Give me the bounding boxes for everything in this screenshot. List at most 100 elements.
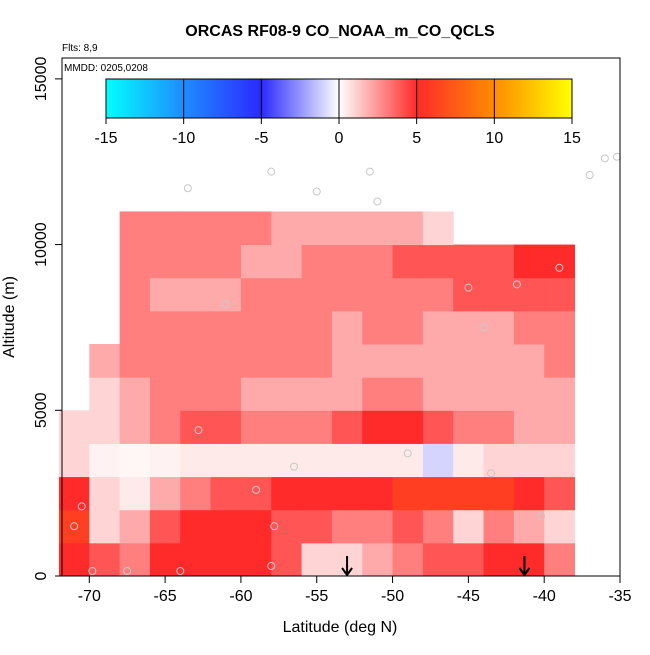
- flight-point: [555, 263, 564, 272]
- heat-cell: [422, 310, 454, 345]
- flight-point: [252, 485, 261, 494]
- heat-cell: [331, 211, 363, 246]
- arrow-head: [518, 567, 531, 577]
- heat-cell: [453, 277, 485, 312]
- heat-cell: [89, 476, 121, 511]
- heat-cell: [453, 476, 485, 511]
- heat-cell: [513, 277, 545, 312]
- x-tick-label: -55: [305, 588, 328, 605]
- plot-frame: [61, 57, 621, 577]
- heat-cell: [210, 542, 242, 577]
- x-tick-label: -70: [78, 588, 101, 605]
- flight-point: [88, 567, 97, 576]
- heat-cell: [392, 443, 424, 478]
- flight-point: [600, 154, 609, 163]
- heat-cell: [210, 244, 242, 279]
- heat-cell: [544, 277, 576, 312]
- heat-cell: [544, 344, 576, 378]
- x-tick-label: -65: [154, 588, 177, 605]
- heat-cell: [513, 377, 545, 411]
- flight-point: [365, 167, 374, 176]
- y-tick-label: 0: [33, 571, 50, 580]
- heat-cell: [119, 542, 151, 577]
- heat-cell: [180, 542, 212, 577]
- heat-cell: [180, 277, 212, 312]
- colorbar-tick-label: -5: [254, 130, 268, 147]
- heat-cell: [119, 443, 151, 478]
- heat-cell: [119, 377, 151, 411]
- heat-cell: [240, 377, 272, 411]
- heat-cell: [422, 476, 454, 511]
- heat-cell: [210, 410, 242, 444]
- colorbar-tick-label: -10: [172, 130, 195, 147]
- heat-cell: [422, 277, 454, 312]
- heat-cell: [240, 443, 272, 478]
- x-tick-label: -35: [608, 588, 631, 605]
- heat-cell: [119, 244, 151, 279]
- colorbar-tick-label: -15: [94, 130, 117, 147]
- heat-cell: [240, 410, 272, 444]
- heat-cell: [149, 377, 181, 411]
- heat-cell: [483, 509, 515, 544]
- colorbar-tick-label: 5: [412, 130, 421, 147]
- heat-cell: [392, 211, 424, 246]
- heat-cell: [149, 509, 181, 544]
- heat-cell: [149, 211, 181, 246]
- flight-point: [70, 522, 79, 531]
- heat-cell: [392, 410, 424, 444]
- heat-cell: [422, 509, 454, 544]
- heat-cell: [149, 542, 181, 577]
- heat-cell: [362, 244, 394, 279]
- heat-cell: [210, 211, 242, 246]
- heat-cell: [210, 377, 242, 411]
- heat-cell: [483, 542, 515, 577]
- heat-cell: [362, 410, 394, 444]
- chart-title: ORCAS RF08-9 CO_NOAA_m_CO_QCLS: [185, 23, 495, 40]
- heat-cell: [180, 310, 212, 345]
- heat-cell: [362, 211, 394, 246]
- heat-cell: [271, 443, 303, 478]
- heat-cell: [331, 377, 363, 411]
- heat-cell: [271, 211, 303, 246]
- heat-cell: [180, 443, 212, 478]
- y-tick-label: 15000: [33, 57, 50, 102]
- heat-cell: [210, 344, 242, 378]
- heat-cell: [422, 443, 454, 478]
- heat-cell: [483, 244, 515, 279]
- heat-cell: [271, 377, 303, 411]
- heat-cell: [149, 310, 181, 345]
- flight-point: [289, 462, 298, 471]
- flight-point: [373, 197, 382, 206]
- heat-cell: [240, 244, 272, 279]
- heat-cell: [392, 509, 424, 544]
- heat-cell: [483, 344, 515, 378]
- dates-note: MMDD: 0205,0208: [64, 63, 148, 74]
- heat-cell: [301, 344, 333, 378]
- heat-cell: [89, 509, 121, 544]
- heat-cell: [180, 244, 212, 279]
- arrow-marker: [518, 556, 531, 577]
- heat-cell: [362, 344, 394, 378]
- heat-cell: [362, 542, 394, 577]
- flights-note: Flts: 8,9: [62, 43, 98, 54]
- heat-cell: [301, 244, 333, 279]
- heat-cell: [544, 410, 576, 444]
- heat-cell: [392, 310, 424, 345]
- heat-cell: [89, 443, 121, 478]
- heat-cell: [544, 509, 576, 544]
- heat-cell: [89, 410, 121, 444]
- heat-cell: [180, 377, 212, 411]
- heat-cell: [392, 244, 424, 279]
- flight-point: [403, 449, 412, 458]
- heat-cell: [89, 377, 121, 411]
- heat-cell: [483, 476, 515, 511]
- heat-cell: [362, 277, 394, 312]
- arrow-head: [341, 567, 353, 577]
- heat-cell: [544, 310, 576, 345]
- heat-cell: [453, 244, 485, 279]
- heat-cell: [392, 377, 424, 411]
- heat-cell: [422, 211, 454, 246]
- heat-cell: [210, 476, 242, 511]
- heat-cell: [362, 377, 394, 411]
- heat-cell: [58, 542, 90, 577]
